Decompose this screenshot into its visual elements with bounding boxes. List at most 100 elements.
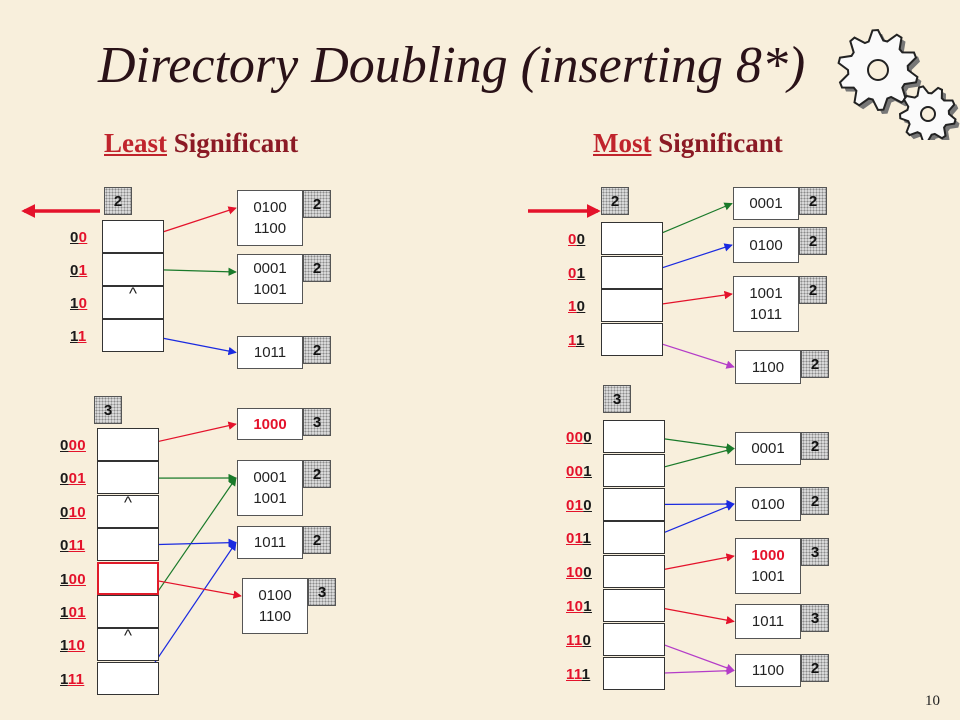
directory-label: 111 (60, 672, 84, 687)
label-part: 1 (60, 570, 69, 588)
directory-label: 100 (60, 572, 86, 587)
label-part: 0 (568, 231, 577, 248)
label-part: 0 (60, 537, 69, 555)
label-part: 1 (582, 530, 592, 548)
bucket-entry: 0001 (749, 195, 783, 212)
label-part: 0 (78, 229, 88, 246)
directory-label: 011 (566, 531, 591, 546)
bucket-entry: 0100 (258, 587, 292, 604)
global-depth: 3 (603, 385, 631, 413)
directory-slot (102, 286, 164, 319)
directory-slot (601, 289, 663, 323)
directory-slot (603, 487, 665, 521)
directory-slot (97, 428, 159, 461)
bucket-entry: 1001 (253, 281, 287, 298)
bucket: 0001 (735, 432, 801, 465)
directory-slot (603, 555, 665, 589)
bucket-entry: 1001 (253, 490, 287, 507)
bucket-entry: 1000 (751, 547, 785, 564)
directory-label: 011 (60, 538, 85, 553)
directory-label: 11 (568, 333, 584, 348)
bucket: 1011 (237, 526, 303, 559)
bucket-entry: 1100 (253, 220, 287, 237)
least-significant-heading: Least Significant (104, 128, 299, 158)
label-part: 1 (60, 604, 69, 621)
label-part: 11 (68, 537, 86, 555)
bucket-entry: 0100 (253, 199, 287, 216)
directory-label: 110 (60, 638, 85, 653)
page-number: 10 (925, 693, 940, 709)
directory-label: 101 (566, 599, 592, 614)
directory-label: 00 (70, 230, 87, 245)
directory-label: 010 (60, 505, 86, 520)
bucket: 1001 1011 (733, 276, 799, 332)
label-part: 10 (68, 503, 86, 521)
directory-slot (603, 521, 665, 555)
directory-label: 11 (70, 329, 86, 344)
label-part: 0 (60, 503, 69, 521)
directory-label: 10 (70, 296, 87, 311)
directory-label: 000 (566, 430, 592, 445)
directory-label: 000 (60, 438, 86, 453)
directory-slot (97, 561, 159, 595)
label-part: 1 (568, 331, 576, 349)
label-part: 0 (60, 437, 69, 454)
global-depth: 2 (104, 187, 132, 215)
label-part: 0 (576, 231, 586, 248)
local-depth: 3 (303, 408, 331, 436)
bucket-entry: 1000 (253, 415, 287, 433)
label-part: 0 (583, 496, 592, 514)
bucket: 0100 (733, 227, 799, 263)
bucket-entry: 0001 (751, 440, 785, 457)
slide-title: Directory Doubling (inserting 8*) (98, 37, 806, 94)
directory-label: 010 (566, 498, 592, 513)
bucket-entry: 1011 (751, 613, 785, 630)
directory-label: 110 (566, 633, 591, 648)
pointer-line (143, 538, 237, 547)
global-depth: 3 (94, 396, 122, 424)
label-part: 10 (67, 637, 86, 655)
local-depth: 2 (303, 190, 331, 218)
local-depth: 2 (799, 276, 827, 304)
directory-slot (97, 528, 159, 562)
bucket-entry: 1011 (253, 534, 287, 551)
directory-slot (102, 319, 164, 352)
label-part: 1 (583, 462, 592, 480)
label-part: 1 (568, 298, 577, 316)
directory-label: 001 (566, 464, 592, 479)
local-depth: 2 (801, 487, 829, 515)
directory-label: 001 (60, 471, 86, 486)
global-depth: 2 (601, 187, 629, 215)
bucket-entry: 1100 (751, 358, 785, 376)
pointer-line (143, 541, 237, 679)
label-part: 00 (566, 429, 584, 446)
bucket: 1011 (237, 336, 303, 369)
directory-label: 01 (70, 263, 87, 278)
directory-slot (603, 589, 665, 622)
bucket-entry: 1100 (751, 662, 785, 679)
directory-slot (97, 494, 159, 528)
label-part: 00 (68, 437, 86, 454)
bucket-entry: 1100 (258, 608, 292, 625)
label-part: 01 (566, 530, 583, 548)
local-depth: 2 (801, 654, 829, 682)
directory-slot (603, 656, 665, 690)
label-part: 10 (566, 564, 584, 582)
bucket: 0100 1100 (237, 190, 303, 246)
label-part: 0 (60, 470, 69, 488)
bucket-entry: 0001 (253, 260, 287, 277)
directory-slot (601, 255, 663, 289)
label-part: 0 (576, 298, 586, 316)
label-part: 1 (583, 598, 592, 615)
label-part: 11 (566, 665, 582, 683)
label-part: 1 (70, 295, 79, 312)
local-depth: 2 (303, 336, 331, 364)
directory-slot (603, 420, 665, 453)
local-depth: 3 (801, 538, 829, 566)
label-part: 1 (575, 331, 585, 349)
label-part: 01 (566, 496, 584, 514)
pointer-line (143, 421, 237, 446)
bucket: 0100 1100 (242, 578, 308, 634)
label-part: 01 (68, 604, 86, 621)
label-part: 1 (60, 637, 68, 655)
